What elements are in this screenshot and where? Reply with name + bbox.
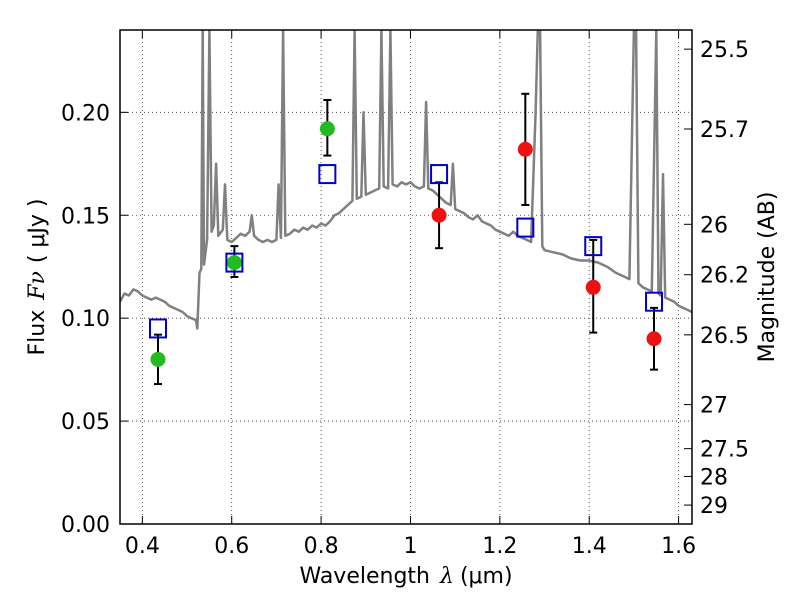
y2-tick-label-5: 27 (700, 394, 728, 419)
x-tick-label-0: 0.4 (125, 534, 160, 559)
green-point-2 (319, 121, 335, 137)
grid (120, 30, 692, 525)
spectrum-layer (120, 30, 692, 330)
spectrum-line (120, 30, 692, 330)
y2-tick-label-6: 27.5 (700, 438, 749, 463)
green-point-0 (150, 351, 166, 367)
model-box-2 (318, 164, 337, 185)
y-tick-label-4: 0.20 (61, 101, 110, 126)
model-box-6 (645, 291, 664, 312)
y2-axis-label: Magnitude (AB) (755, 192, 780, 363)
y-axis-label: Flux Fν ( μJy ) (25, 198, 50, 355)
x-tick-label-4: 1.2 (482, 534, 517, 559)
red-point-2 (585, 279, 601, 295)
x-tick-label-2: 0.8 (304, 534, 339, 559)
x-axis-label-unit: (μm) (460, 564, 513, 589)
model-box-1 (225, 252, 244, 273)
model-box-0 (148, 318, 167, 339)
model-box-5 (584, 236, 603, 257)
red-point-1 (517, 141, 533, 157)
y2-tick-label-3: 26.2 (700, 264, 749, 289)
x-tick-label-3: 1 (403, 534, 417, 559)
y-tick-label-2: 0.10 (61, 307, 110, 332)
x-tick-label-1: 0.6 (214, 534, 249, 559)
x-tick-label-6: 1.6 (661, 534, 696, 559)
y-axis-label-symbol: Fν (25, 271, 50, 301)
y2-tick-label-1: 25.7 (700, 118, 749, 143)
y2-tick-label-8: 29 (700, 494, 728, 519)
y-ticks: 0.00 0.05 0.10 0.15 0.20 (61, 101, 128, 538)
plot-frame (119, 29, 693, 525)
green-point-1 (226, 255, 242, 271)
y2-tick-label-7: 28 (700, 465, 728, 490)
y-axis-label-unit: ( μJy ) (25, 198, 50, 263)
y2-tick-label-0: 25.5 (700, 38, 749, 63)
red-point-3 (646, 331, 662, 347)
y2-tick-label-4: 26.5 (700, 324, 749, 349)
x-axis-label-symbol: λ (439, 564, 454, 589)
x-ticks: 0.4 0.6 0.8 1 1.2 1.4 1.6 (125, 30, 696, 559)
model-box-4 (516, 217, 535, 238)
x-tick-label-5: 1.4 (572, 534, 607, 559)
y-tick-label-3: 0.15 (61, 204, 110, 229)
y-tick-label-0: 0.00 (61, 513, 110, 538)
model-box-3 (430, 164, 449, 185)
y-tick-label-1: 0.05 (61, 410, 110, 435)
points-layer (148, 92, 664, 386)
y2-ticks: 25.5 25.7 26 26.2 26.5 27 27.528 29 (684, 38, 749, 519)
x-axis-label: Wavelength λ (μm) (299, 564, 512, 589)
y-axis-label-text: Flux (25, 310, 50, 356)
red-point-0 (431, 207, 447, 223)
x-axis-label-text: Wavelength (299, 564, 430, 589)
y2-tick-label-2: 26 (700, 213, 728, 238)
